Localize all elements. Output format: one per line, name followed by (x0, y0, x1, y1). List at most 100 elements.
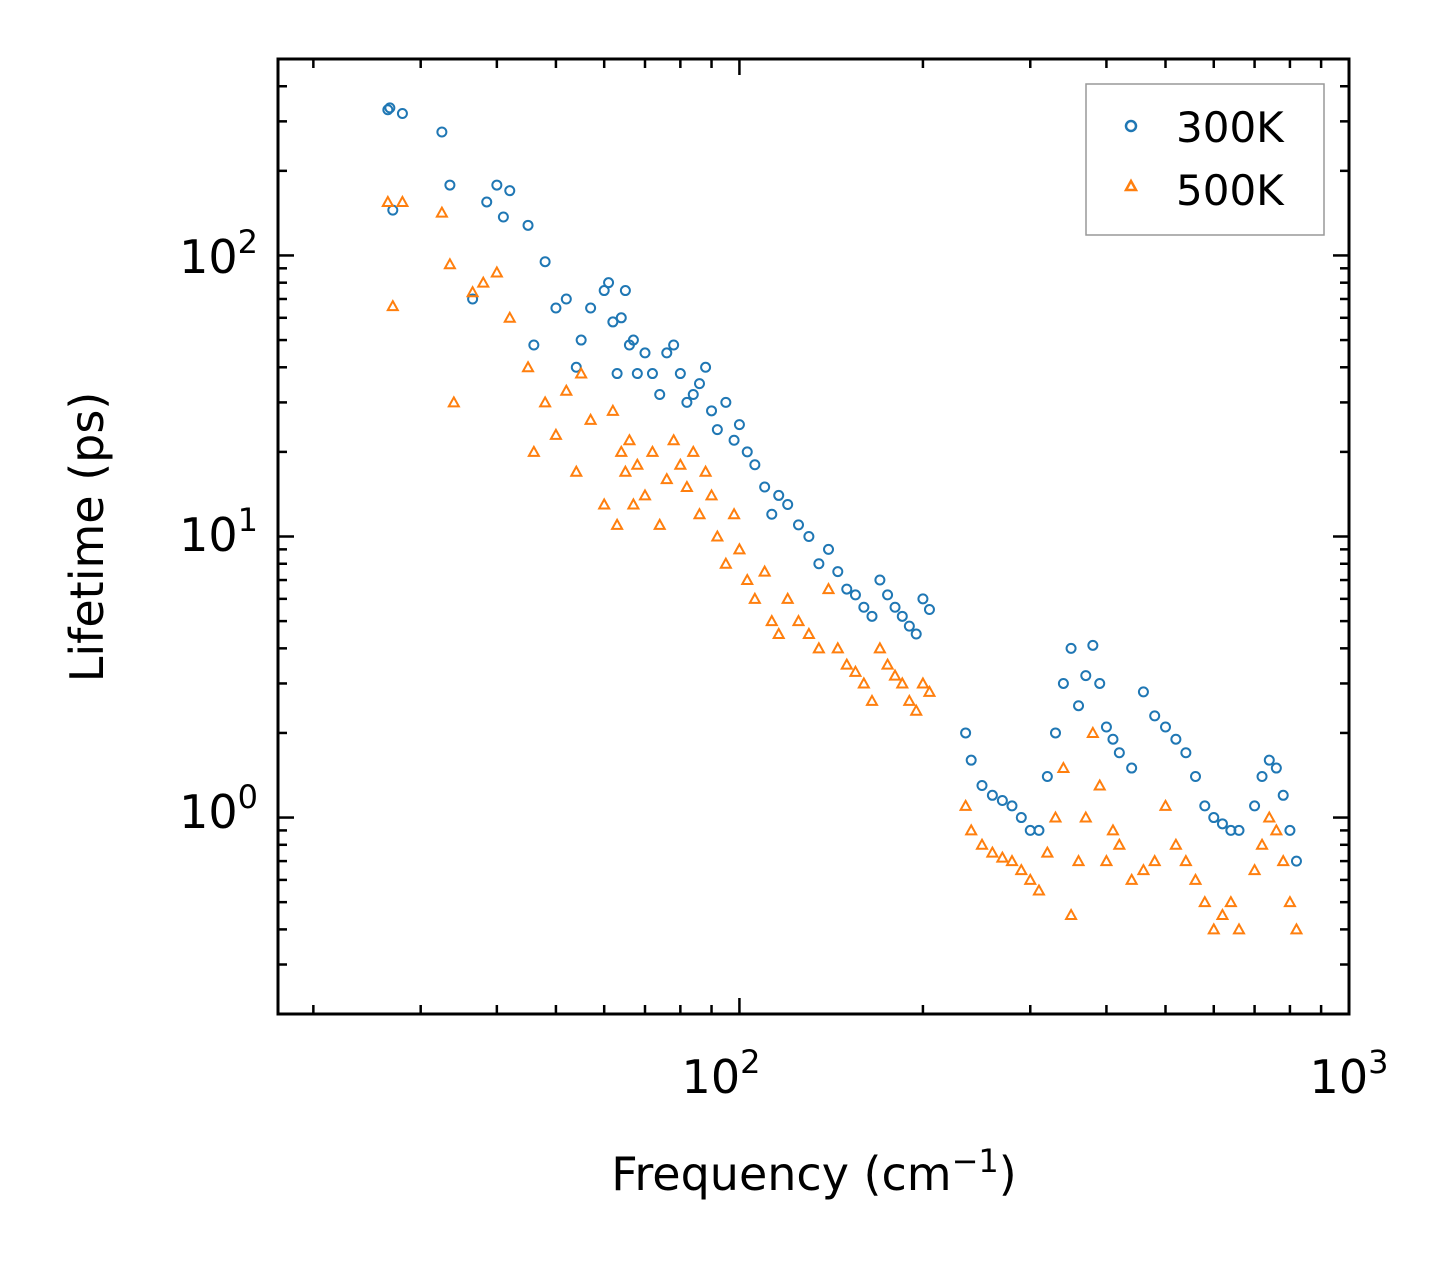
data-point-500K (1289, 922, 1304, 935)
data-point-500K (748, 591, 762, 604)
data-point-300K (661, 347, 673, 359)
data-point-300K (733, 419, 745, 431)
data-point-500K (1112, 837, 1127, 850)
data-point-300K (631, 368, 643, 380)
data-point-300K (1057, 677, 1069, 689)
data-point-300K (1100, 721, 1112, 733)
data-point-500K (490, 265, 504, 278)
data-point-300K (522, 219, 534, 231)
data-point-300K (773, 489, 785, 501)
data-point-500K (1215, 907, 1230, 921)
data-point-300K (986, 789, 998, 801)
data-point-300K (700, 361, 712, 373)
data-point-300K (539, 256, 551, 268)
y-tick-label-100: 102 (179, 223, 258, 284)
data-point-500K (1269, 823, 1284, 836)
data-point-500K (1071, 854, 1086, 867)
data-point-300K (1041, 770, 1053, 782)
data-point-300K (1113, 747, 1125, 759)
data-point-500K (1014, 863, 1028, 876)
data-point-500K (916, 676, 930, 689)
data-point-300K (749, 459, 761, 471)
data-point-300K (910, 628, 922, 640)
data-point-300K (1180, 747, 1192, 759)
data-point-300K (960, 727, 972, 739)
data-point-500K (958, 798, 973, 811)
data-point-500K (704, 488, 719, 501)
data-point-300K (1087, 639, 1099, 651)
data-point-500K (626, 497, 641, 510)
data-point-500K (574, 366, 588, 379)
data-point-300K (889, 601, 901, 613)
data-point-500K (1048, 810, 1063, 823)
data-point-300K (560, 293, 572, 305)
data-point-500K (645, 444, 660, 457)
data-point-500K (873, 641, 887, 654)
data-point-500K (719, 556, 733, 569)
data-point-500K (732, 542, 747, 555)
data-point-300K (759, 481, 771, 493)
data-point-300K (550, 302, 562, 314)
data-point-300K (917, 593, 929, 605)
data-point-300K (896, 610, 908, 622)
data-point-500K (1169, 837, 1183, 850)
data-point-300K (639, 347, 651, 359)
data-point-500K (1188, 872, 1203, 885)
data-point-500K (880, 657, 895, 670)
y-tick-label-10: 101 (179, 501, 258, 562)
data-point-300K (436, 126, 448, 138)
series-300K-points (382, 102, 1302, 867)
data-point-300K (619, 285, 631, 297)
data-point-300K (481, 196, 493, 208)
legend-label-500K: 500K (1176, 166, 1285, 215)
data-point-300K (693, 378, 705, 390)
data-point-500K (1232, 922, 1246, 935)
data-point-300K (874, 574, 886, 586)
legend-label-300K: 300K (1176, 103, 1285, 152)
data-point-500K (638, 488, 652, 501)
data-point-500K (622, 433, 637, 446)
data-point-300K (976, 780, 988, 792)
data-point-300K (1277, 789, 1289, 801)
data-point-500K (1136, 863, 1151, 876)
data-point-500K (995, 850, 1010, 863)
x-tick-label-1000: 103 (1310, 1043, 1389, 1104)
data-point-300K (866, 610, 878, 622)
data-point-500K (1086, 725, 1100, 738)
data-point-300K (504, 185, 516, 197)
data-point-300K (384, 102, 396, 114)
data-point-300K (1284, 824, 1296, 836)
data-point-500K (888, 668, 902, 681)
legend: 300K 500K (1085, 83, 1325, 236)
data-point-500K (549, 427, 563, 440)
data-point-500K (630, 457, 645, 470)
data-point-300K (646, 368, 658, 380)
data-point-300K (1024, 824, 1036, 836)
data-point-500K (476, 275, 490, 288)
x-tick-label-100: 102 (682, 1043, 761, 1104)
data-point-500K (909, 703, 923, 716)
data-point-500K (660, 472, 674, 485)
data-point-500K (812, 641, 826, 654)
legend-marker-300K (1124, 119, 1138, 133)
data-point-500K (1158, 798, 1173, 811)
series-500K-points (381, 194, 1304, 935)
data-point-300K (396, 107, 408, 119)
data-point-300K (1270, 762, 1282, 774)
data-point-300K (1233, 824, 1245, 836)
data-point-500K (922, 684, 937, 697)
data-point-500K (686, 444, 700, 457)
data-point-500K (1032, 883, 1046, 896)
data-point-300K (668, 339, 680, 351)
data-point-500K (1040, 845, 1055, 858)
data-point-300K (1015, 812, 1027, 824)
data-point-500K (964, 823, 978, 836)
data-point-300K (728, 434, 740, 446)
data-point-500K (381, 194, 395, 207)
data-point-300K (575, 334, 587, 346)
data-point-500K (447, 395, 461, 408)
data-point-300K (382, 104, 394, 116)
data-point-300K (903, 620, 915, 632)
data-point-300K (611, 368, 623, 380)
